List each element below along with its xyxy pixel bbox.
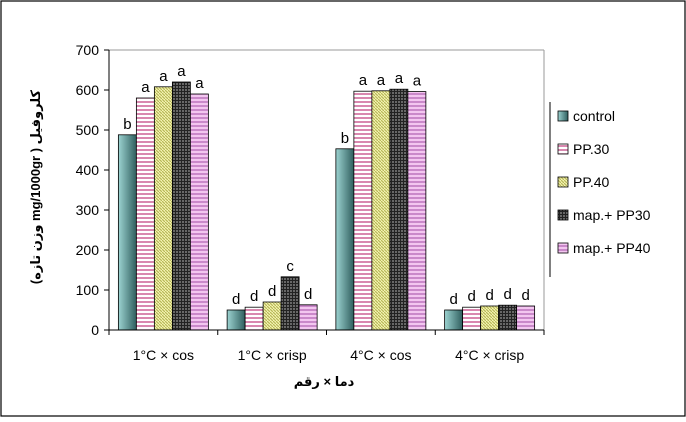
bar-letter-label: d (503, 286, 511, 303)
x-tick-label: 1°C × cos (133, 347, 194, 363)
legend-label: PP.40 (573, 174, 610, 190)
bar-map-pp40 (189, 93, 209, 331)
bar-pp-40 (480, 305, 500, 331)
bar-pp-40 (371, 90, 391, 331)
y-tick-label: 0 (91, 322, 99, 338)
legend-swatch (557, 242, 569, 254)
bar-map-pp30 (171, 81, 191, 331)
bar-letter-label: d (232, 291, 240, 308)
bar-letter-label: b (123, 116, 131, 133)
bar-pp-30 (353, 90, 373, 331)
bar-letter-labels: b d b d a d a d a d a d a c a d a d a d (123, 63, 530, 308)
bar-map-pp40 (516, 305, 536, 331)
bar-letter-label: a (377, 72, 386, 89)
bars-group (117, 81, 536, 331)
bar-control (444, 309, 464, 331)
bar-letter-label: d (467, 288, 475, 305)
bar-letter-label: a (159, 68, 168, 85)
bar-letter-label: d (304, 286, 312, 303)
bar-pp-40 (153, 86, 173, 331)
y-axis: 0 100 200 300 400 500 600 700 (76, 42, 110, 338)
bar-letter-label: a (395, 70, 404, 87)
y-tick-label: 400 (76, 162, 100, 178)
y-axis-title: کلروفیل ( mg/1000gr وزن تازه) (28, 89, 43, 284)
legend-label: control (573, 108, 615, 124)
legend: control PP.30 PP.40 map.+ PP30 map.+ PP40 (549, 102, 680, 277)
bar-control (335, 148, 355, 331)
bar-letter-label: d (449, 291, 457, 308)
x-tick-label: 4°C × cos (350, 347, 411, 363)
bar-map-pp40 (407, 91, 427, 331)
y-tick-label: 100 (76, 282, 100, 298)
bar-pp-30 (135, 97, 155, 331)
bar-map-pp30 (498, 304, 518, 331)
legend-swatch (557, 209, 569, 221)
y-tick-label: 600 (76, 82, 100, 98)
bar-pp-30 (462, 306, 482, 331)
bar-letter-label: d (250, 288, 258, 305)
legend-label: map.+ PP30 (573, 207, 651, 223)
legend-swatch (557, 176, 569, 188)
bar-letter-label: c (286, 258, 294, 275)
legend-box (550, 102, 680, 277)
bar-letter-label: a (195, 75, 204, 92)
bar-letter-label: d (485, 287, 493, 304)
legend-swatch (557, 143, 569, 155)
bar-letter-label: d (521, 287, 529, 304)
x-tick-label: 1°C × crisp (238, 347, 307, 363)
legend-label: map.+ PP40 (573, 240, 651, 256)
bar-letter-label: d (268, 283, 276, 300)
plot-area (109, 49, 545, 330)
x-axis-title: دما × رقم (294, 374, 355, 389)
bar-pp-30 (244, 306, 264, 331)
bar-letter-label: a (359, 72, 368, 89)
bar-pp-40 (262, 301, 282, 331)
y-tick-label: 200 (76, 242, 100, 258)
y-tick-label: 700 (76, 42, 100, 58)
bar-map-pp30 (389, 88, 409, 331)
bar-letter-label: b (341, 130, 349, 147)
y-tick-label: 500 (76, 122, 100, 138)
bar-map-pp40 (298, 304, 318, 331)
legend-label: PP.30 (573, 141, 610, 157)
bar-map-pp30 (280, 276, 300, 331)
x-tick-label: 4°C × crisp (455, 347, 524, 363)
bar-control (117, 134, 137, 331)
x-axis: 1°C × cos 1°C × crisp 4°C × cos 4°C × crisp (108, 329, 545, 363)
legend-swatch (557, 110, 569, 122)
y-tick-label: 300 (76, 202, 100, 218)
bar-control (226, 309, 246, 331)
bar-letter-label: a (413, 73, 422, 90)
bar-letter-label: a (177, 63, 186, 80)
bar-letter-label: a (141, 79, 150, 96)
